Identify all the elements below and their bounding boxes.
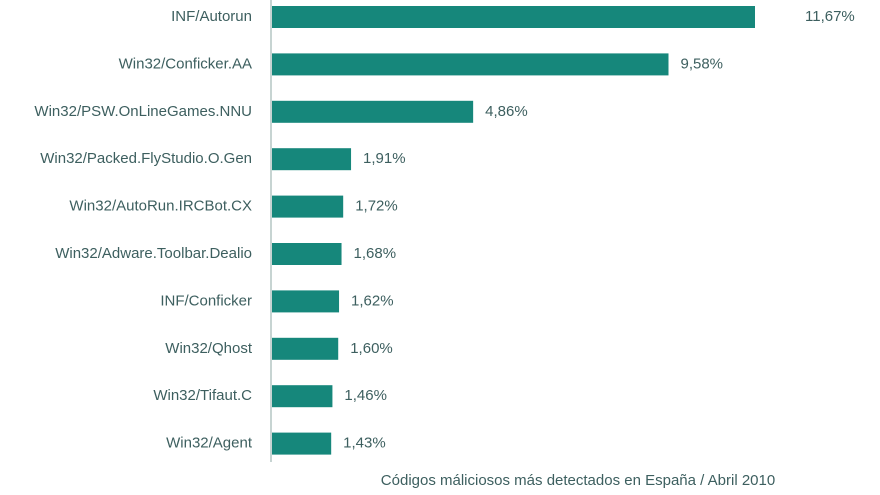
value-label: 11,67% xyxy=(805,8,855,25)
value-label: 1,62% xyxy=(351,292,394,309)
y-tick-label: INF/Autorun xyxy=(171,8,252,25)
y-tick-label: INF/Conficker xyxy=(160,292,252,309)
value-label: 1,91% xyxy=(363,150,406,167)
value-label: 1,72% xyxy=(355,198,398,215)
y-tick-label: Win32/Adware.Toolbar.Dealio xyxy=(55,245,252,262)
value-label: 1,60% xyxy=(350,340,393,357)
value-label: 1,43% xyxy=(343,435,386,452)
y-tick-label: Win32/Agent xyxy=(166,435,253,452)
bar xyxy=(272,385,333,408)
bar xyxy=(272,148,352,171)
bar xyxy=(272,243,342,265)
bar xyxy=(272,100,474,123)
value-label: 9,58% xyxy=(680,55,723,72)
bar xyxy=(272,290,340,313)
y-tick-label: Win32/Tifaut.C xyxy=(153,387,252,404)
bar xyxy=(272,6,755,28)
bar xyxy=(272,337,339,360)
y-tick-label: Win32/Qhost xyxy=(165,340,253,357)
y-tick-label: Win32/PSW.OnLineGames.NNU xyxy=(34,103,252,120)
value-label: 4,86% xyxy=(485,103,528,120)
y-tick-label: Win32/Packed.FlyStudio.O.Gen xyxy=(40,150,252,167)
chart-title: Códigos máliciosos más detectados en Esp… xyxy=(381,472,775,489)
bar xyxy=(272,53,669,76)
value-label: 1,46% xyxy=(344,387,387,404)
bar xyxy=(272,195,344,218)
value-label: 1,68% xyxy=(354,245,397,262)
bar xyxy=(272,432,332,455)
y-tick-label: Win32/AutoRun.IRCBot.CX xyxy=(69,198,252,215)
y-tick-label: Win32/Conficker.AA xyxy=(119,55,252,72)
